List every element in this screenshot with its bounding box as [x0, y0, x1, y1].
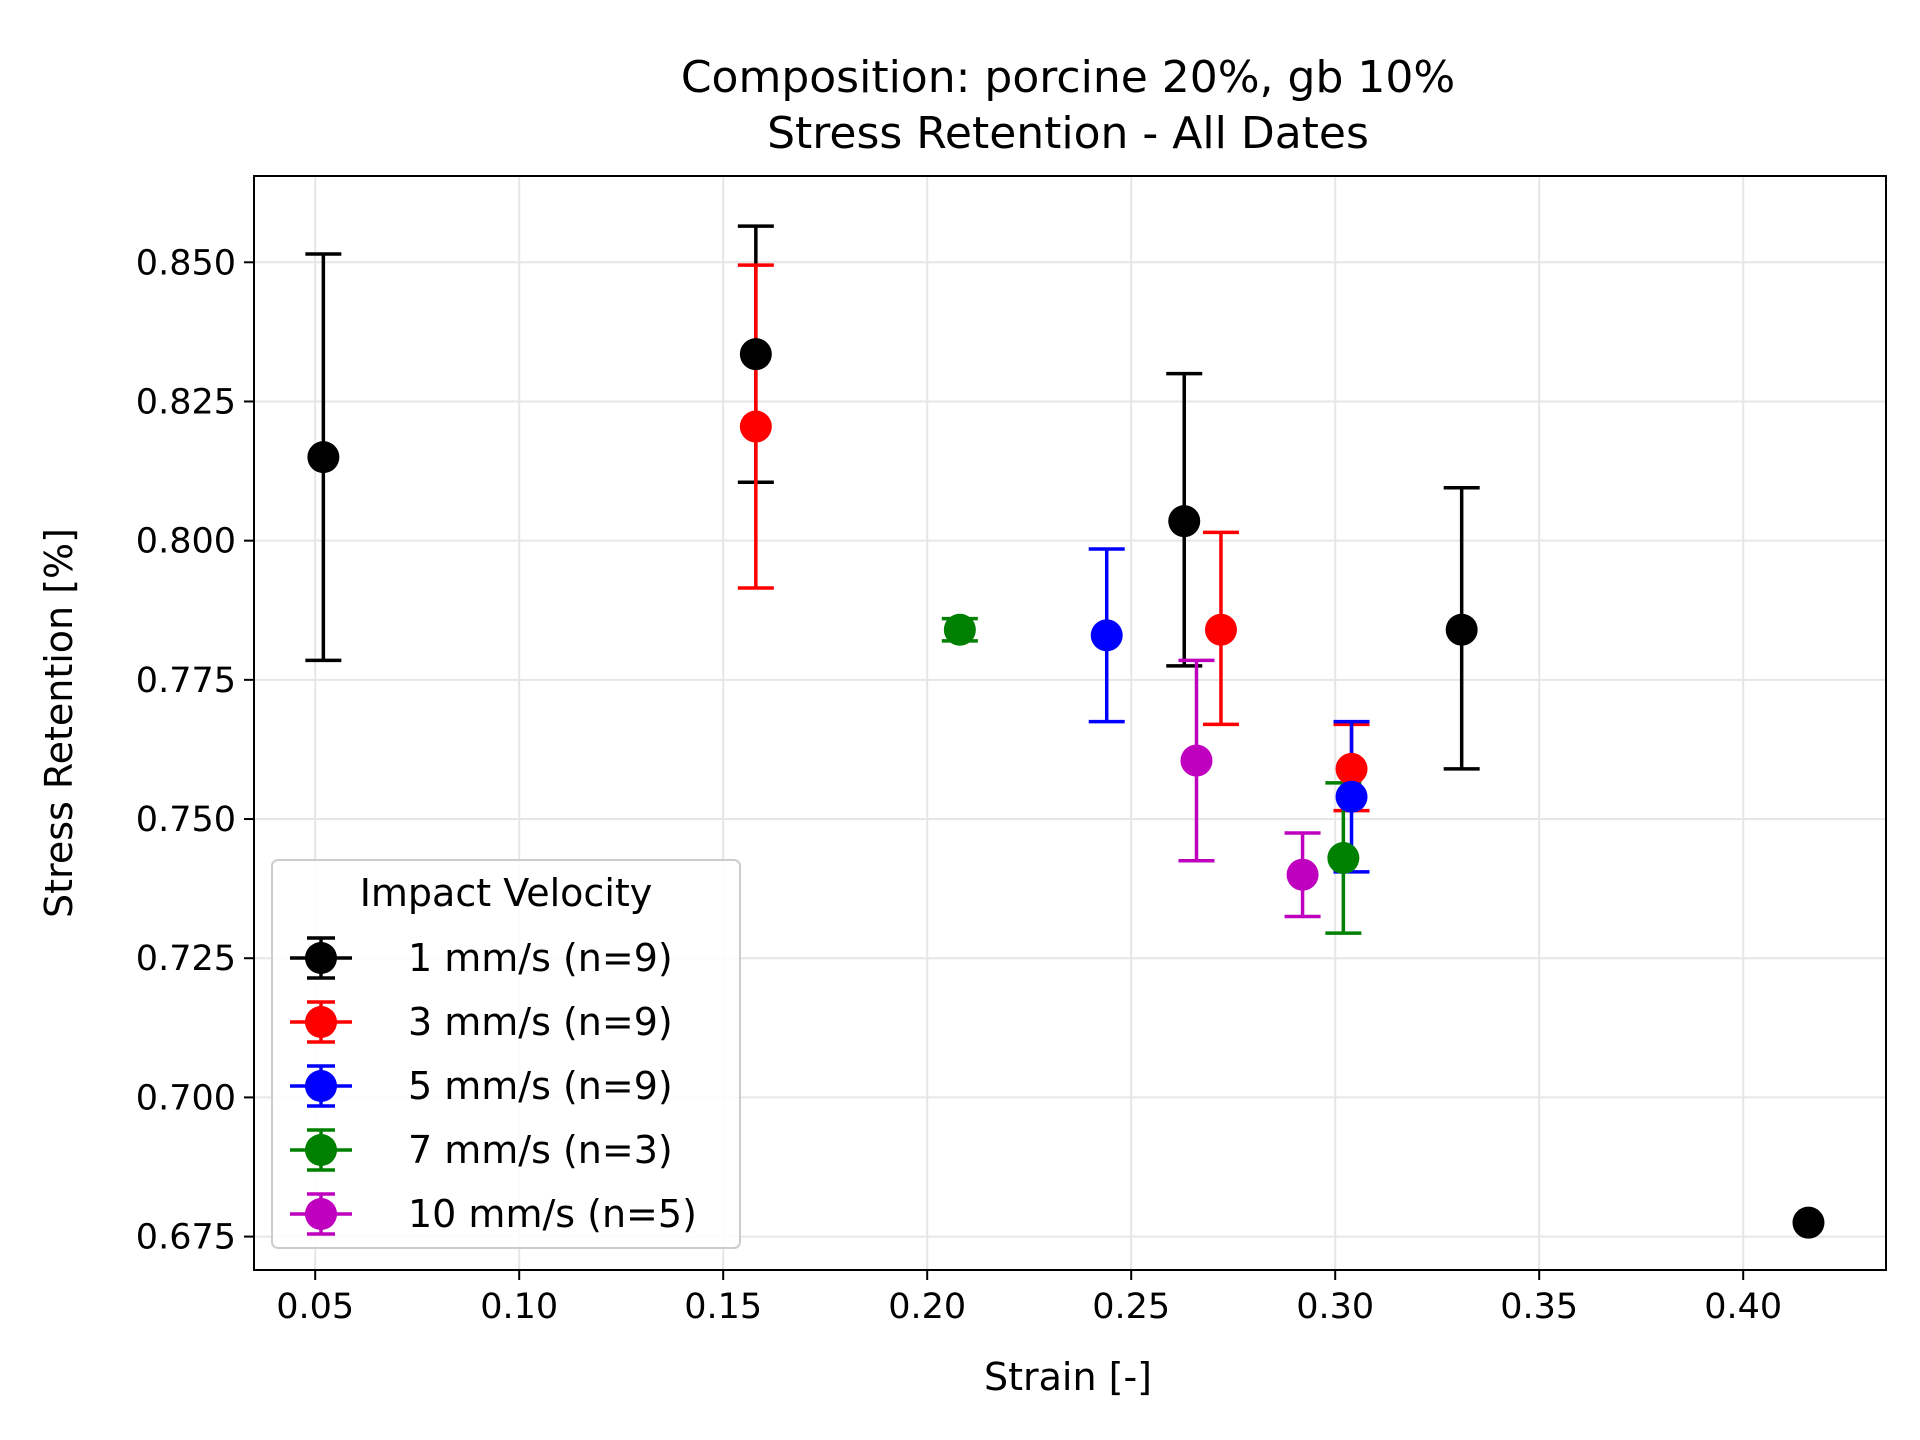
legend-marker	[305, 1070, 337, 1102]
x-tick-label: 0.30	[1296, 1287, 1374, 1327]
legend-label: 3 mm/s (n=9)	[408, 1000, 673, 1044]
y-tick-label: 0.800	[136, 522, 236, 562]
data-point	[1445, 613, 1478, 646]
data-point	[1090, 619, 1123, 652]
data-point	[739, 410, 772, 443]
y-axis-label: Stress Retention [%]	[37, 528, 81, 918]
y-axis-ticks: 0.675 0.700 0.725 0.750 0.775 0.800 0.825 0.850	[136, 243, 254, 1258]
data-point	[1286, 858, 1319, 891]
data-point	[1204, 613, 1237, 646]
legend-label: 5 mm/s (n=9)	[408, 1064, 673, 1108]
x-tick-label: 0.05	[276, 1287, 354, 1327]
legend-label: 7 mm/s (n=3)	[408, 1128, 673, 1172]
x-axis-label: Strain [-]	[984, 1355, 1152, 1399]
x-tick-label: 0.40	[1704, 1287, 1782, 1327]
x-tick-label: 0.25	[1092, 1287, 1170, 1327]
data-points	[307, 338, 1825, 1239]
plot-area-frame	[253, 175, 1887, 1271]
data-point	[943, 613, 976, 646]
data-point	[739, 338, 772, 371]
y-tick-label: 0.850	[136, 243, 236, 283]
x-tick-label: 0.15	[684, 1287, 762, 1327]
data-point	[1168, 505, 1201, 538]
legend-marker	[305, 1006, 337, 1038]
y-tick-label: 0.725	[136, 939, 236, 979]
x-tick-label: 0.35	[1500, 1287, 1578, 1327]
y-tick-label: 0.775	[136, 661, 236, 701]
data-point	[1335, 780, 1368, 813]
data-point	[1180, 744, 1213, 777]
y-tick-label: 0.825	[136, 382, 236, 422]
data-point	[1335, 752, 1368, 785]
legend-marker	[305, 1134, 337, 1166]
legend-title: Impact Velocity	[360, 871, 653, 915]
legend-label: 10 mm/s (n=5)	[408, 1192, 697, 1236]
x-tick-label: 0.20	[888, 1287, 966, 1327]
legend-label: 1 mm/s (n=9)	[408, 936, 673, 980]
legend-box	[271, 859, 741, 1249]
chart-title: Composition: porcine 20%, gb 10%	[681, 52, 1455, 103]
y-tick-label: 0.750	[136, 800, 236, 840]
data-point	[307, 441, 340, 474]
x-axis-ticks: 0.05 0.10 0.15 0.20 0.25 0.30 0.35 0.40	[276, 1270, 1782, 1327]
legend-marker	[305, 1198, 337, 1230]
legend-entries: 1 mm/s (n=9) 3 mm/s (n=9) 5 mm/s (n=9) 7 mm…	[290, 936, 697, 1236]
data-point	[1327, 842, 1360, 875]
chart-subtitle: Stress Retention - All Dates	[767, 108, 1369, 159]
legend: Impact Velocity 1 mm/s (n=9) 3 mm/s (n=9)…	[271, 859, 741, 1249]
y-tick-label: 0.700	[136, 1078, 236, 1118]
x-tick-label: 0.10	[480, 1287, 558, 1327]
legend-marker	[305, 942, 337, 974]
y-tick-label: 0.675	[136, 1218, 236, 1258]
data-point	[1792, 1206, 1825, 1239]
